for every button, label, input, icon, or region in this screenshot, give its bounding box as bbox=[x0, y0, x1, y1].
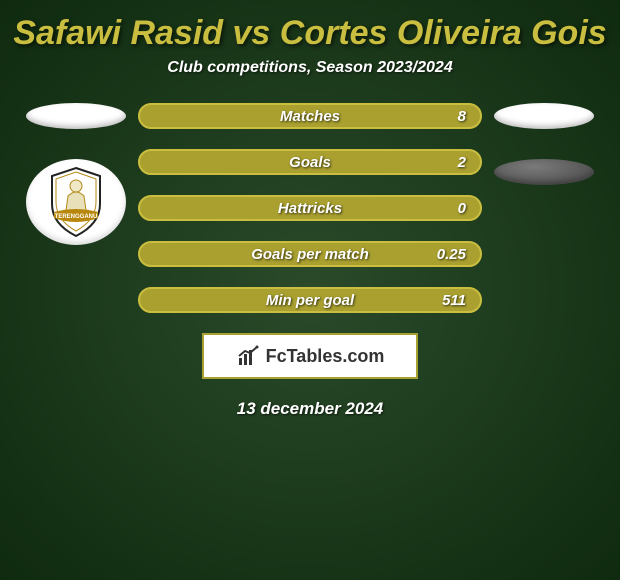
crest-text: TERENGGANU bbox=[55, 214, 98, 220]
stat-value-right: 8 bbox=[458, 108, 466, 125]
stat-label: Goals per match bbox=[251, 246, 369, 263]
stat-value-right: 0 bbox=[458, 200, 466, 217]
chart-icon bbox=[236, 344, 260, 368]
right-side bbox=[494, 103, 594, 185]
comparison-content: TERENGGANU Matches 8 Goals 2 Hattricks 0 Goals… bbox=[0, 103, 620, 313]
stat-bar-goals-per-match: Goals per match 0.25 bbox=[138, 241, 482, 267]
stat-label: Hattricks bbox=[278, 200, 342, 217]
stat-value-right: 2 bbox=[458, 154, 466, 171]
stat-label: Goals bbox=[289, 154, 331, 171]
stat-label: Matches bbox=[280, 108, 340, 125]
stat-bar-min-per-goal: Min per goal 511 bbox=[138, 287, 482, 313]
stat-bar-hattricks: Hattricks 0 bbox=[138, 195, 482, 221]
stat-bars: Matches 8 Goals 2 Hattricks 0 Goals per match 0… bbox=[138, 103, 482, 313]
brand-text: FcTables.com bbox=[266, 346, 385, 367]
page-title: Safawi Rasid vs Cortes Oliveira Gois bbox=[0, 0, 620, 59]
stat-value-right: 511 bbox=[442, 292, 466, 309]
club-crest-icon: TERENGGANU bbox=[46, 166, 106, 238]
left-club-crest: TERENGGANU bbox=[26, 159, 126, 245]
left-avatar-placeholder bbox=[26, 103, 126, 129]
right-avatar-placeholder bbox=[494, 103, 594, 129]
left-side: TERENGGANU bbox=[26, 103, 126, 245]
subtitle: Club competitions, Season 2023/2024 bbox=[0, 59, 620, 77]
stat-value-right: 0.25 bbox=[437, 246, 466, 263]
stat-label: Min per goal bbox=[266, 292, 354, 309]
right-club-placeholder bbox=[494, 159, 594, 185]
stat-bar-goals: Goals 2 bbox=[138, 149, 482, 175]
date-text: 13 december 2024 bbox=[0, 399, 620, 419]
stat-bar-matches: Matches 8 bbox=[138, 103, 482, 129]
brand-badge: FcTables.com bbox=[202, 333, 418, 379]
